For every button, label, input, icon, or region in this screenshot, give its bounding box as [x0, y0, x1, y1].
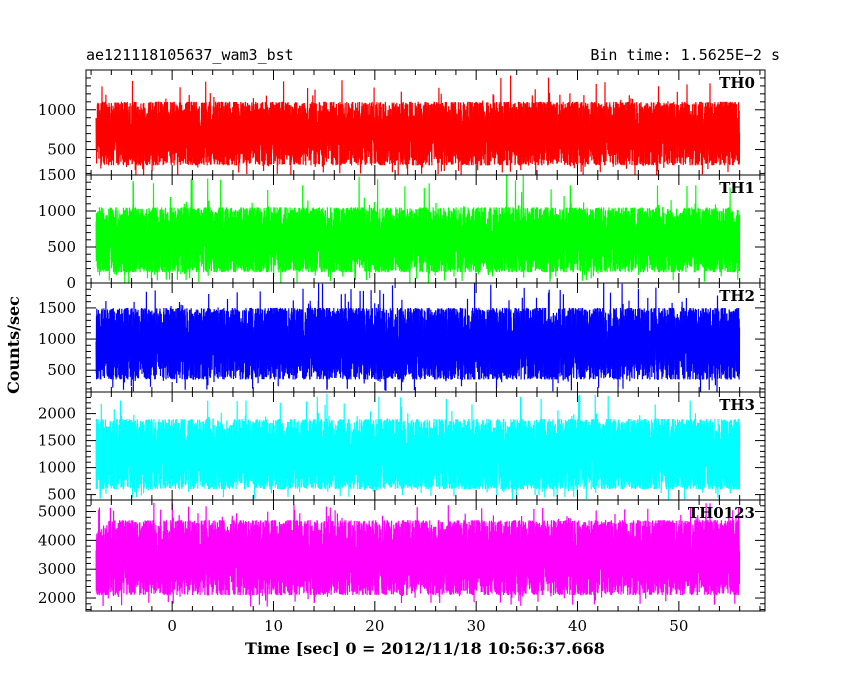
series-line-th3	[95, 393, 741, 500]
y-tick-label-th2: 500	[47, 361, 76, 379]
series-line-th1	[95, 175, 741, 283]
x-tick-label: 30	[467, 617, 486, 635]
y-axis-title: Counts/sec	[4, 296, 23, 394]
y-tick-label-th2: 1000	[38, 330, 76, 348]
y-tick-label-th0: 500	[47, 141, 76, 159]
y-tick-label-th2: 1500	[38, 299, 76, 317]
series-label-th3: TH3	[719, 396, 755, 414]
series-label-th0: TH0	[719, 74, 755, 92]
y-tick-label-th1: 1500	[38, 166, 76, 184]
series-label-th2: TH2	[719, 287, 755, 305]
x-tick-label: 20	[365, 617, 384, 635]
y-tick-label-th3: 1500	[38, 432, 76, 450]
y-tick-label-th1: 500	[47, 238, 76, 256]
y-tick-label-th1: 1000	[38, 202, 76, 220]
x-tick-label: 0	[167, 617, 177, 635]
series-line-th2	[95, 283, 741, 392]
series-line-th0123	[95, 502, 741, 607]
y-tick-label-th0: 1000	[38, 101, 76, 119]
bin-time-label: Bin time: 1.5625E−2 s	[590, 46, 780, 64]
y-tick-label-th1: 0	[66, 274, 76, 292]
x-tick-label: 50	[669, 617, 688, 635]
panel-frame-th0123	[85, 499, 766, 612]
x-tick-label: 40	[568, 617, 587, 635]
panels-group: 5001000TH0050010001500TH150010001500TH25…	[38, 69, 766, 635]
x-axis-title: Time [sec] 0 = 2012/11/18 10:56:37.668	[245, 639, 605, 658]
y-tick-label-th3: 2000	[38, 405, 76, 423]
series-label-th1: TH1	[719, 179, 755, 197]
y-tick-label-th0123: 4000	[38, 531, 76, 549]
x-tick-label: 10	[264, 617, 283, 635]
y-tick-label-th0123: 2000	[38, 589, 76, 607]
series-line-th0	[95, 75, 741, 175]
y-tick-label-th3: 500	[47, 486, 76, 504]
y-tick-label-th3: 1000	[38, 459, 76, 477]
chart-title: ae121118105637_wam3_bst	[86, 46, 294, 64]
series-label-th0123: TH0123	[688, 504, 755, 522]
y-tick-label-th0123: 3000	[38, 560, 76, 578]
y-tick-label-th0123: 5000	[38, 503, 76, 521]
